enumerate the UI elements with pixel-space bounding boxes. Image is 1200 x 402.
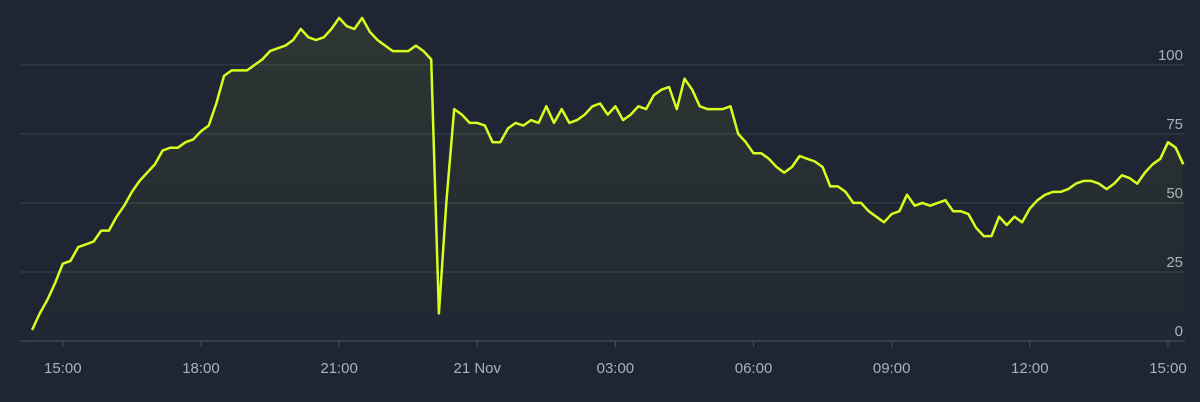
x-tick-label: 15:00 [1149, 360, 1187, 377]
x-tick-label: 15:00 [44, 360, 82, 377]
x-tick-label: 21 Nov [453, 360, 501, 377]
x-tick-label: 21:00 [320, 360, 358, 377]
x-tick-label: 03:00 [597, 360, 635, 377]
x-tick-label: 09:00 [873, 360, 911, 377]
x-tick-label: 18:00 [182, 360, 220, 377]
area-fill [32, 17, 1184, 342]
y-tick-label: 100 [1158, 47, 1183, 64]
x-tick-label: 12:00 [1011, 360, 1049, 377]
x-tick-label: 06:00 [735, 360, 773, 377]
series-line [30, 16, 1185, 331]
y-tick-label: 75 [1166, 116, 1183, 133]
